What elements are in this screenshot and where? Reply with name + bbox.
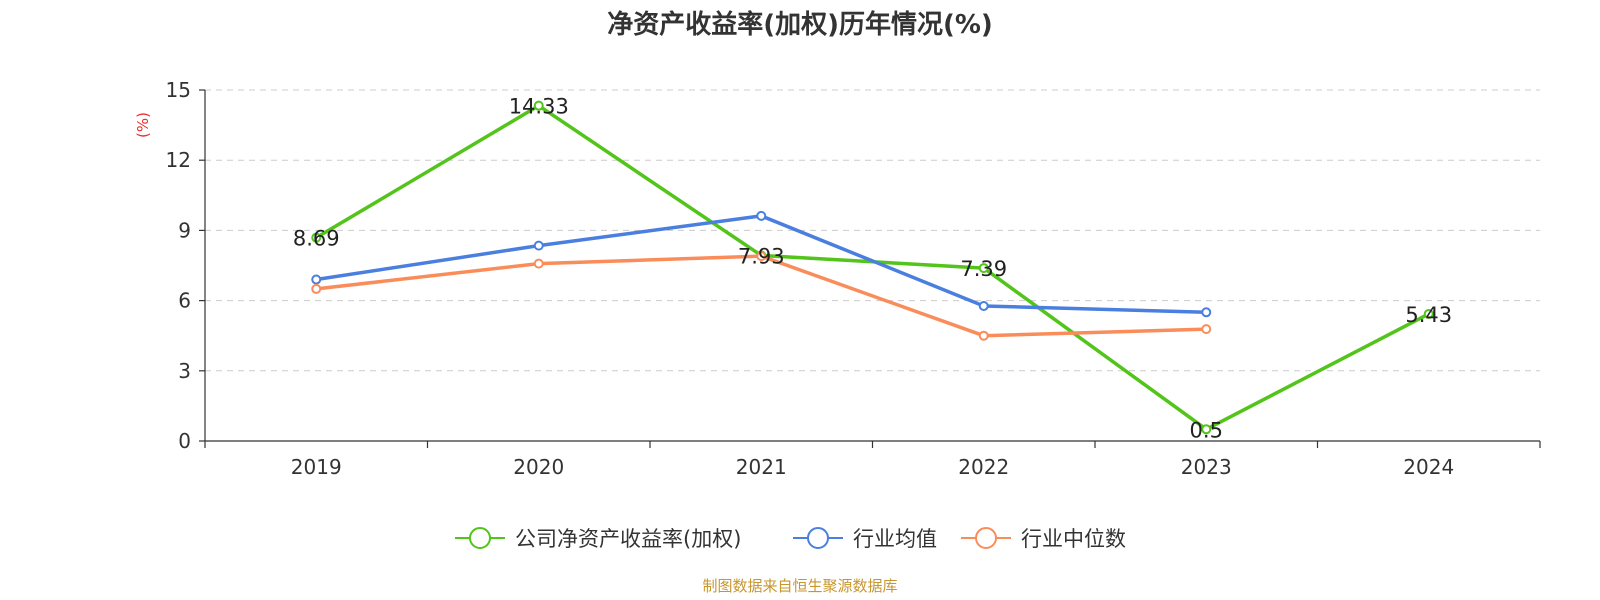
series-line-0 bbox=[315, 103, 1430, 432]
x-tick-label-2022: 2022 bbox=[958, 455, 1009, 479]
x-tick-label-2021: 2021 bbox=[736, 455, 787, 479]
data-label-2023: 0.5 bbox=[1190, 418, 1223, 442]
data-label-2022: 7.39 bbox=[960, 257, 1007, 281]
x-tick-label-2024: 2024 bbox=[1403, 455, 1454, 479]
point-s2-2020 bbox=[533, 258, 544, 269]
point-s1-2023 bbox=[1201, 307, 1212, 318]
legend-label-1: 行业均值 bbox=[853, 527, 937, 551]
data-labels: 8.69 14.33 7.93 7.39 0.5 5.43 bbox=[293, 95, 1452, 443]
point-s1-2021 bbox=[756, 210, 767, 221]
data-label-2024: 5.43 bbox=[1405, 303, 1452, 327]
y-tick-label-6: 6 bbox=[178, 289, 191, 313]
axes: 0 3 6 9 12 15 2019 2020 2021 2022 2023 2024 bbox=[166, 78, 1541, 479]
y-tick-label-12: 12 bbox=[166, 148, 191, 172]
point-s2-2022 bbox=[978, 330, 989, 341]
legend-label-0: 公司净资产收益率(加权) bbox=[515, 527, 741, 551]
point-s1-2022 bbox=[978, 300, 989, 311]
point-s0-2019 bbox=[311, 232, 322, 243]
point-s0-2020 bbox=[533, 100, 544, 111]
grid-lines bbox=[205, 89, 1540, 372]
legend-item-0[interactable]: 公司净资产收益率(加权) bbox=[455, 527, 741, 551]
point-s2-2021 bbox=[756, 251, 767, 262]
data-label-2020: 14.33 bbox=[509, 95, 569, 119]
source-note: 制图数据来自恒生聚源数据库 bbox=[702, 577, 897, 595]
point-s0-2023 bbox=[1201, 424, 1212, 435]
point-s1-2020 bbox=[533, 240, 544, 251]
x-tick-label-2020: 2020 bbox=[513, 455, 564, 479]
legend-marker-2 bbox=[975, 527, 997, 549]
chart-title: 净资产收益率(加权)历年情况(%) bbox=[607, 9, 993, 40]
point-s2-2023 bbox=[1201, 324, 1212, 335]
series-0 bbox=[311, 100, 1434, 435]
x-tick-label-2023: 2023 bbox=[1181, 455, 1232, 479]
y-tick-label-9: 9 bbox=[178, 218, 191, 242]
legend-marker-1 bbox=[807, 527, 829, 549]
point-s1-2019 bbox=[311, 274, 322, 285]
y-axis-label: (%) bbox=[134, 112, 152, 138]
legend-marker-0 bbox=[469, 527, 491, 549]
legend-item-1[interactable]: 行业均值 bbox=[793, 527, 937, 551]
point-s0-2024 bbox=[1423, 308, 1434, 319]
series-1 bbox=[311, 210, 1212, 318]
y-tick-label-0: 0 bbox=[178, 429, 191, 453]
legend-item-2[interactable]: 行业中位数 bbox=[961, 527, 1126, 551]
data-label-2019: 8.69 bbox=[293, 227, 340, 251]
y-tick-label-15: 15 bbox=[166, 78, 191, 102]
series-lines bbox=[311, 100, 1434, 435]
legend[interactable]: 公司净资产收益率(加权) 行业均值 行业中位数 bbox=[455, 527, 1126, 551]
y-tick-label-3: 3 bbox=[178, 359, 191, 383]
legend-label-2: 行业中位数 bbox=[1021, 527, 1126, 551]
point-s0-2022 bbox=[978, 263, 989, 274]
x-tick-label-2019: 2019 bbox=[291, 455, 342, 479]
data-label-2021: 7.93 bbox=[738, 244, 785, 268]
point-s2-2019 bbox=[311, 283, 322, 294]
series-2 bbox=[311, 251, 1212, 341]
